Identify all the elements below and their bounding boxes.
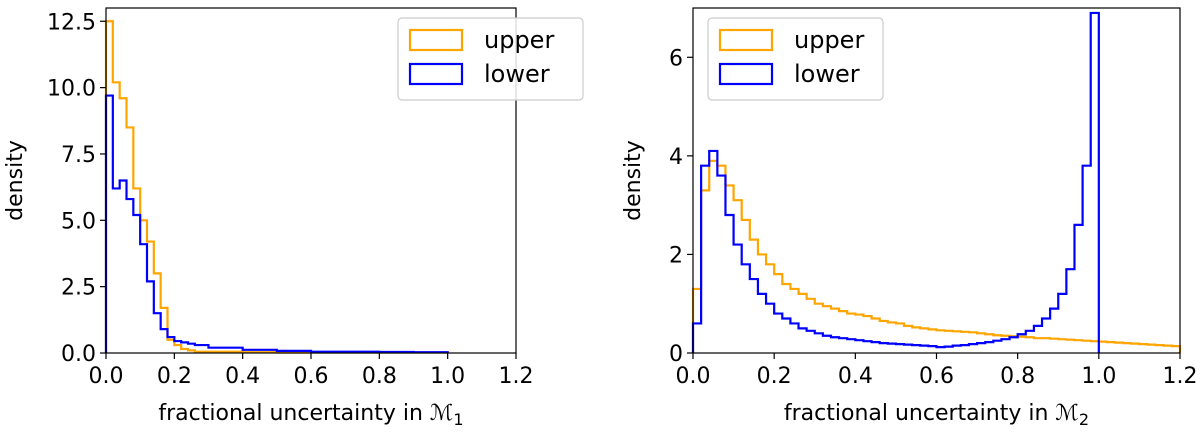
y-tick-label: 5.0 [61,209,96,234]
x-tick-label: 0.8 [362,364,397,389]
legend-label-lower: lower [794,60,860,88]
x-tick-label: 0.4 [225,364,260,389]
x-tick-label: 0.4 [838,364,873,389]
x-tick-label: 1.0 [1081,364,1116,389]
x-tick-label: 0.2 [757,364,792,389]
y-axis-label: density [3,140,28,221]
x-tick-label: 1.2 [499,364,534,389]
legend-box [397,17,584,101]
histogram-lower [104,94,449,354]
y-tick-label: 6 [669,46,683,71]
x-tick-label: 0.0 [676,364,711,389]
legend-label-lower: lower [484,60,550,88]
legend-box [707,17,884,101]
legend-label-upper: upper [794,26,864,54]
x-tick-label: 0.8 [1000,364,1035,389]
histogram-lower [691,11,1100,353]
legend-swatch-upper [408,28,464,52]
y-tick-label: 4 [669,145,683,170]
chart-panel-1: 0.0 0.2 0.4 0.6 0.8 1.0 1.2 0.0 2.5 5.0 7.5 10.0 12.… [3,7,584,429]
x-tick-label: 1.0 [430,364,465,389]
x-tick-label: 1.2 [1163,364,1198,389]
chart-panel-2: 0.0 0.2 0.4 0.6 0.8 1.0 1.2 0 2 4 6 fractional unce… [621,7,1198,429]
y-tick-label: 0.0 [61,342,96,367]
y-tick-label: 7.5 [61,143,96,168]
y-tick-label: 2.5 [61,276,96,301]
x-tick-label: 0.2 [157,364,192,389]
legend: upper lower [707,17,884,101]
y-tick-label: 10.0 [47,77,96,102]
y-axis-label: density [621,140,646,221]
y-tick-label: 2 [669,243,683,268]
histogram-upper [104,20,449,354]
y-tick-label: 12.5 [47,10,96,35]
x-axis-label: fractional uncertainty in ℳ1 [158,401,463,429]
x-tick-label: 0.6 [294,364,329,389]
legend-swatch-lower [718,62,774,86]
legend-swatch-lower [408,62,464,86]
histogram-upper [691,159,1182,353]
x-tick-label: 0.0 [89,364,124,389]
x-tick-label: 0.6 [919,364,954,389]
legend-swatch-upper [718,28,774,52]
y-tick-label: 0 [669,342,683,367]
x-axis-label: fractional uncertainty in ℳ2 [784,401,1089,429]
legend-label-upper: upper [484,26,554,54]
legend: upper lower [397,17,584,101]
